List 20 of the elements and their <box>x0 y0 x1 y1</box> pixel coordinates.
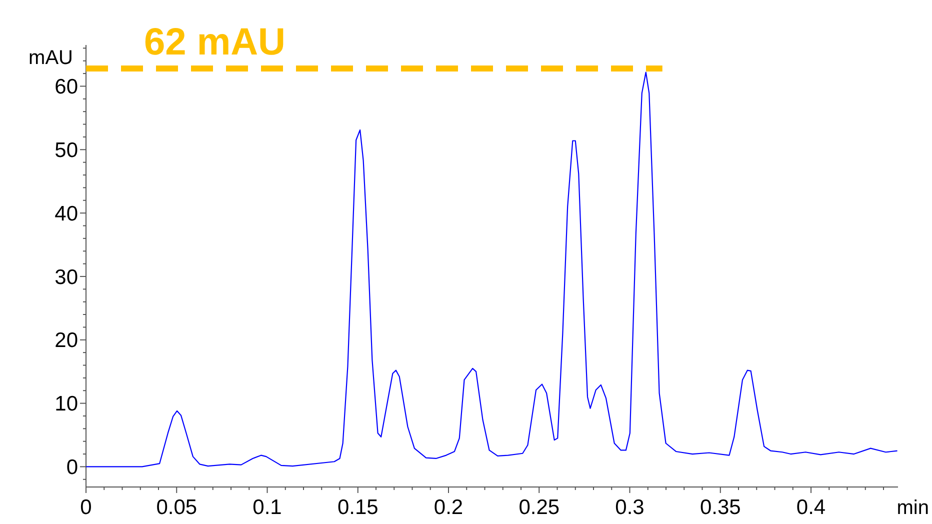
x-tick-label: 0.2 <box>434 496 464 519</box>
y-tick-label: 0 <box>66 456 78 480</box>
x-tick-label: 0.05 <box>156 496 198 519</box>
y-tick-label: 60 <box>54 76 78 99</box>
y-tick-label: 50 <box>54 138 78 162</box>
series-label: 62 mAU <box>144 21 286 64</box>
x-tick-label: 0.35 <box>700 496 741 519</box>
x-tick-label: 0.25 <box>518 496 560 519</box>
x-tick-label: 0.4 <box>796 496 826 519</box>
y-tick-label: 30 <box>54 266 78 289</box>
y-tick-label: 20 <box>54 329 78 352</box>
x-tick-label: 0 <box>80 496 92 519</box>
line-series <box>85 72 898 468</box>
x-tick-label: 0.1 <box>252 496 282 519</box>
y-axis-title: mAU <box>28 47 73 69</box>
x-tick-label: 0.15 <box>337 496 378 519</box>
x-tick-label: 0.3 <box>615 496 644 519</box>
y-tick-label: 40 <box>54 202 78 226</box>
x-axis-title: min <box>896 497 929 519</box>
y-tick-label: 10 <box>54 392 78 416</box>
